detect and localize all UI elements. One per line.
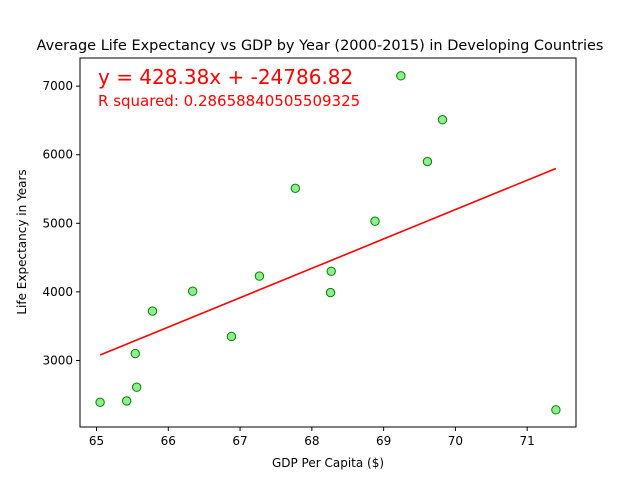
y-tick-label: 6000	[42, 148, 73, 162]
data-point	[95, 397, 105, 408]
data-point	[147, 306, 158, 316]
x-tick-label: 70	[448, 434, 463, 448]
data-point	[132, 382, 142, 392]
x-tick-label: 65	[89, 434, 104, 448]
data-point	[130, 348, 140, 359]
data-point	[396, 71, 406, 81]
x-tick-label: 68	[304, 434, 319, 448]
data-point	[551, 405, 561, 415]
data-point	[290, 183, 301, 194]
data-point	[121, 396, 132, 406]
data-point	[422, 156, 433, 167]
data-point	[226, 331, 237, 342]
y-tick-label: 4000	[42, 285, 73, 299]
regression-equation: y = 428.38x + -24786.82	[98, 65, 353, 89]
y-axis: 3000 4000 5000 6000 7000	[42, 79, 80, 367]
y-tick-label: 7000	[42, 79, 73, 93]
x-tick-label: 69	[376, 434, 391, 448]
y-tick-label: 5000	[42, 216, 73, 230]
data-point	[370, 216, 380, 226]
x-tick-label: 67	[232, 434, 247, 448]
x-tick-label: 66	[161, 434, 176, 448]
plot-frame	[79, 57, 577, 428]
regression-line	[99, 167, 557, 356]
x-tick-label: 71	[520, 434, 535, 448]
y-tick-label: 3000	[42, 353, 73, 367]
r-squared-label: R squared: 0.28658840505509325	[98, 92, 360, 110]
x-axis: 65 66 67 68 69 70 71	[89, 427, 535, 448]
y-axis-label: Life Expectancy in Years	[15, 169, 29, 314]
plot-area	[80, 58, 576, 427]
data-point	[437, 115, 448, 125]
regression-line-layer	[99, 167, 557, 356]
data-point	[254, 271, 265, 281]
data-points	[95, 71, 561, 415]
x-axis-label: GDP Per Capita ($)	[272, 456, 384, 470]
data-point	[326, 266, 336, 277]
data-point	[187, 286, 198, 296]
chart-title: Average Life Expectancy vs GDP by Year (…	[37, 38, 604, 54]
data-point	[325, 287, 336, 298]
